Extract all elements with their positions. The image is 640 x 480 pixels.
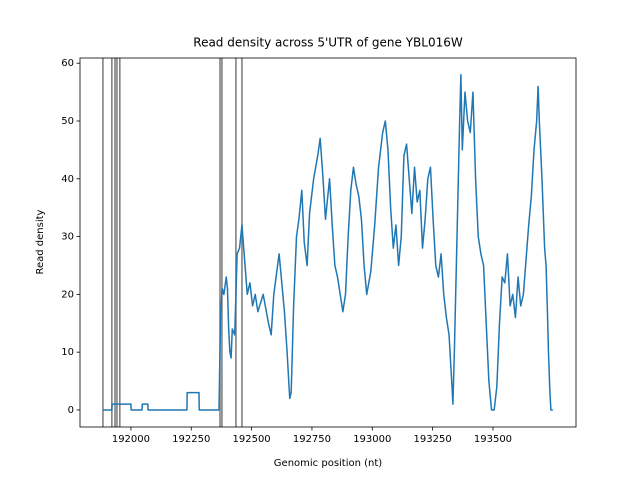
x-tick-label: 192000 — [112, 434, 150, 445]
y-tick-label: 40 — [61, 174, 74, 185]
y-tick-label: 60 — [61, 58, 74, 69]
y-tick-label: 20 — [61, 289, 74, 300]
y-axis-label: Read density — [35, 209, 46, 274]
chart-title: Read density across 5'UTR of gene YBL016… — [193, 36, 463, 50]
axes-frame — [79, 57, 577, 428]
y-tick-label: 30 — [61, 232, 74, 243]
x-tick-label: 193250 — [414, 434, 452, 445]
x-tick-label: 192500 — [233, 434, 271, 445]
y-tick-label: 0 — [68, 405, 74, 416]
x-axis-label: Genomic position (nt) — [274, 458, 383, 469]
x-tick-label: 193000 — [353, 434, 391, 445]
x-tick-label: 193500 — [474, 434, 512, 445]
y-tick-label: 10 — [61, 347, 74, 358]
data-line — [102, 74, 553, 411]
x-tick-label: 192750 — [293, 434, 331, 445]
x-tick-label: 192250 — [172, 434, 210, 445]
plot-area — [102, 58, 553, 427]
y-tick-label: 50 — [61, 116, 74, 127]
